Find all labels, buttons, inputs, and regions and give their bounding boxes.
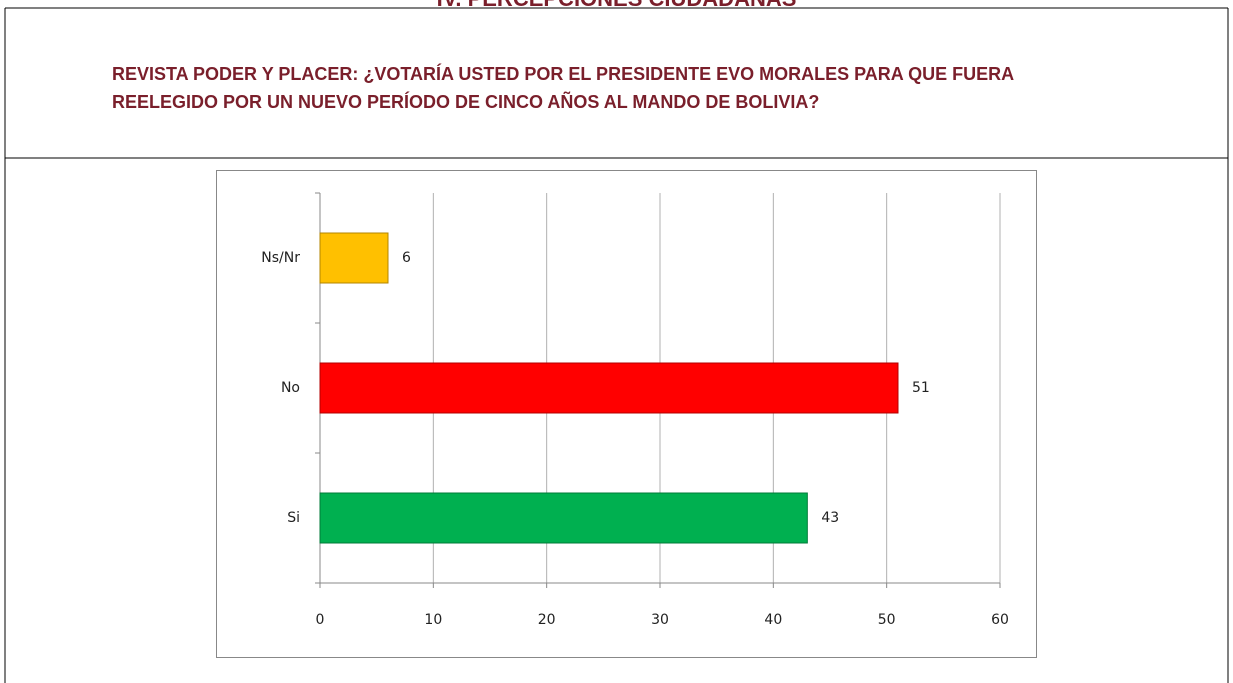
bar xyxy=(319,232,389,284)
value-label: 51 xyxy=(912,380,930,396)
value-label: 43 xyxy=(821,510,839,526)
x-tick-label: 60 xyxy=(991,612,1009,628)
x-tick-label: 10 xyxy=(424,612,442,628)
heading: IV. PERCEPCIONES CIUDADANAS xyxy=(0,0,1233,12)
x-tick-label: 0 xyxy=(316,612,325,628)
x-tick-label: 30 xyxy=(651,612,669,628)
question-line: REELEGIDO POR UN NUEVO PERÍODO DE CINCO … xyxy=(112,92,820,112)
y-tick-label: Si xyxy=(287,510,300,526)
y-tick-label: Ns/Nr xyxy=(261,250,300,266)
x-tick-label: 20 xyxy=(538,612,556,628)
y-tick-label: No xyxy=(281,380,300,396)
bar xyxy=(319,492,808,544)
question-line: REVISTA PODER Y PLACER: ¿VOTARÍA USTED P… xyxy=(112,64,1015,84)
value-label: 6 xyxy=(402,250,411,266)
bar xyxy=(319,362,899,414)
x-tick-label: 40 xyxy=(764,612,782,628)
x-tick-label: 50 xyxy=(878,612,896,628)
